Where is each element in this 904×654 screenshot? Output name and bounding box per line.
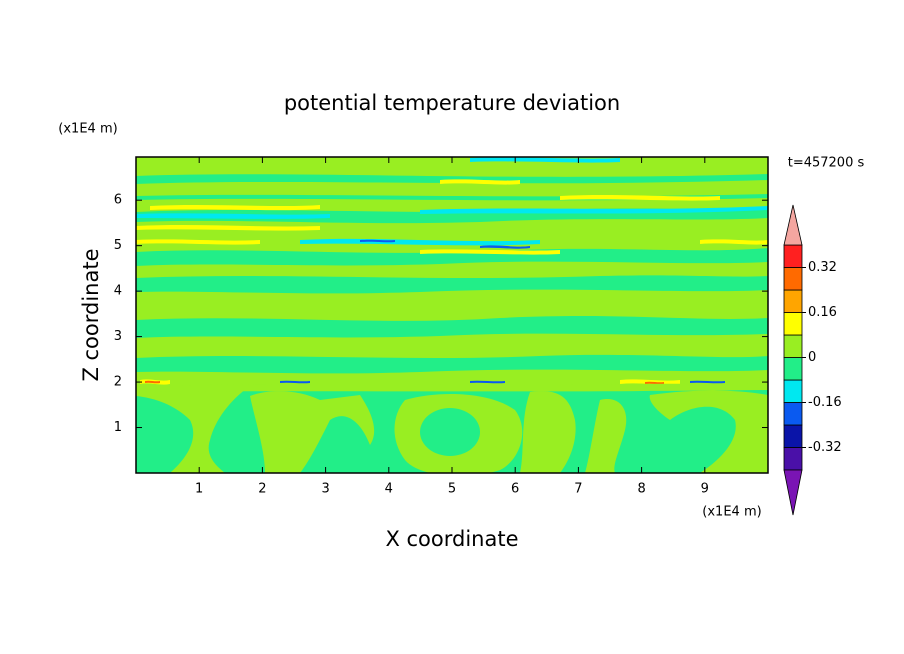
orange-streaks	[145, 380, 664, 385]
x-tick-label: 3	[321, 482, 329, 497]
x-tick-label: 4	[385, 482, 393, 497]
colorbar-under	[783, 469, 803, 516]
colorbar-segment	[783, 312, 803, 336]
y-axis-label: Z coordinate	[79, 248, 103, 381]
x-tick-label: 8	[637, 482, 645, 497]
y-unit: (x1E4 m)	[58, 122, 117, 137]
colorbar-segment	[783, 402, 803, 426]
colorbar-segment	[783, 424, 803, 448]
x-tick-label: 9	[701, 482, 709, 497]
colorbar-segment	[783, 267, 803, 291]
colorbar-tick-label: 0	[808, 350, 816, 365]
y-tick-label: 6	[114, 193, 122, 208]
y-tick-label: 2	[114, 375, 122, 390]
colorbar-tick-label: 0.16	[808, 305, 837, 320]
colorbar-over	[783, 204, 803, 246]
colorbar-tick-label: -0.16	[808, 395, 842, 410]
x-tick-label: 7	[574, 482, 582, 497]
y-tick-label: 4	[114, 284, 122, 299]
contour-field	[136, 157, 768, 473]
x-axis-label: X coordinate	[385, 527, 518, 551]
y-tick-label: 3	[114, 329, 122, 344]
yellow-streaks	[136, 179, 768, 385]
blue-streaks	[280, 239, 725, 384]
chart-title: potential temperature deviation	[284, 91, 620, 115]
x-unit: (x1E4 m)	[702, 505, 761, 520]
lower-holes	[420, 408, 716, 456]
colorbar: -0.32 -0.16 0 0.16 0.32	[783, 204, 842, 516]
x-tick-label: 5	[448, 482, 456, 497]
colorbar-segment	[783, 289, 803, 313]
y-tick-label: 1	[114, 420, 122, 435]
colorbar-tick-label: 0.32	[808, 260, 837, 275]
colorbar-segment	[783, 447, 803, 471]
colorbar-segment	[783, 334, 803, 358]
colorbar-tick-label: -0.32	[808, 440, 842, 455]
lower-blobs	[136, 383, 768, 473]
colorbar-segment	[783, 357, 803, 381]
x-tick-label: 1	[195, 482, 203, 497]
x-tick-label: 2	[258, 482, 266, 497]
colorbar-segment	[783, 244, 803, 268]
x-tick-label: 6	[511, 482, 519, 497]
colorbar-segment	[783, 379, 803, 403]
axes: 1 2 3 4 5 6 7 8 9 1 2 3 4 5 6	[114, 157, 768, 497]
y-tick-label: 5	[114, 238, 122, 253]
time-label: t=457200 s	[788, 156, 865, 171]
